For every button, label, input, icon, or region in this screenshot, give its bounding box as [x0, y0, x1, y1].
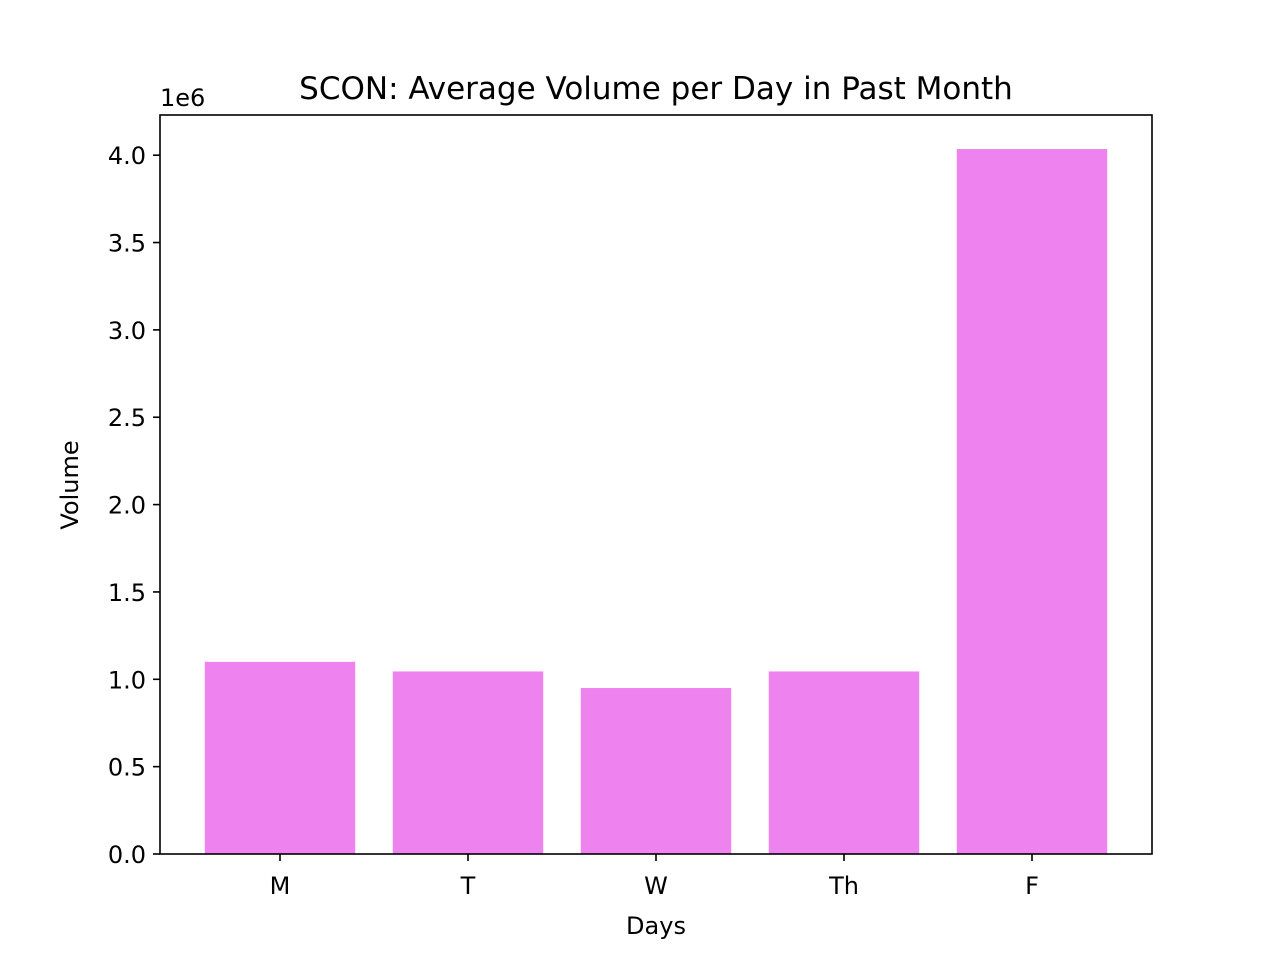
plot-frame [159, 114, 1153, 855]
y-tick-label: 0.5 [108, 754, 146, 782]
y-tick-label: 2.5 [108, 404, 146, 432]
y-tick-label: 3.5 [108, 230, 146, 258]
y-axis-label: Volume [56, 440, 84, 529]
x-tick-label: T [460, 872, 476, 900]
y-tick-label: 2.0 [108, 492, 146, 520]
y-axis-offset-label: 1e6 [160, 84, 205, 112]
bar-th [768, 671, 920, 854]
y-tick-label: 0.0 [108, 841, 146, 869]
x-tick-label: Th [828, 872, 859, 900]
chart-title: SCON: Average Volume per Day in Past Mon… [299, 71, 1013, 107]
bars-group [204, 149, 1108, 854]
y-tick-label: 1.5 [108, 579, 146, 607]
x-axis-ticks: M T W Th F [270, 854, 1039, 900]
y-tick-label: 1.0 [108, 666, 146, 694]
x-tick-label: M [270, 872, 291, 900]
bar-m [204, 661, 356, 854]
bar-f [956, 149, 1108, 854]
x-tick-label: F [1025, 872, 1039, 900]
x-axis-label: Days [626, 912, 686, 940]
x-tick-label: W [644, 872, 668, 900]
y-axis-ticks: 0.0 0.5 1.0 1.5 2.0 2.5 3.0 3.5 4.0 [108, 142, 160, 869]
y-tick-label: 3.0 [108, 317, 146, 345]
bar-t [392, 671, 544, 854]
y-tick-label: 4.0 [108, 142, 146, 170]
bar-w [580, 688, 732, 854]
